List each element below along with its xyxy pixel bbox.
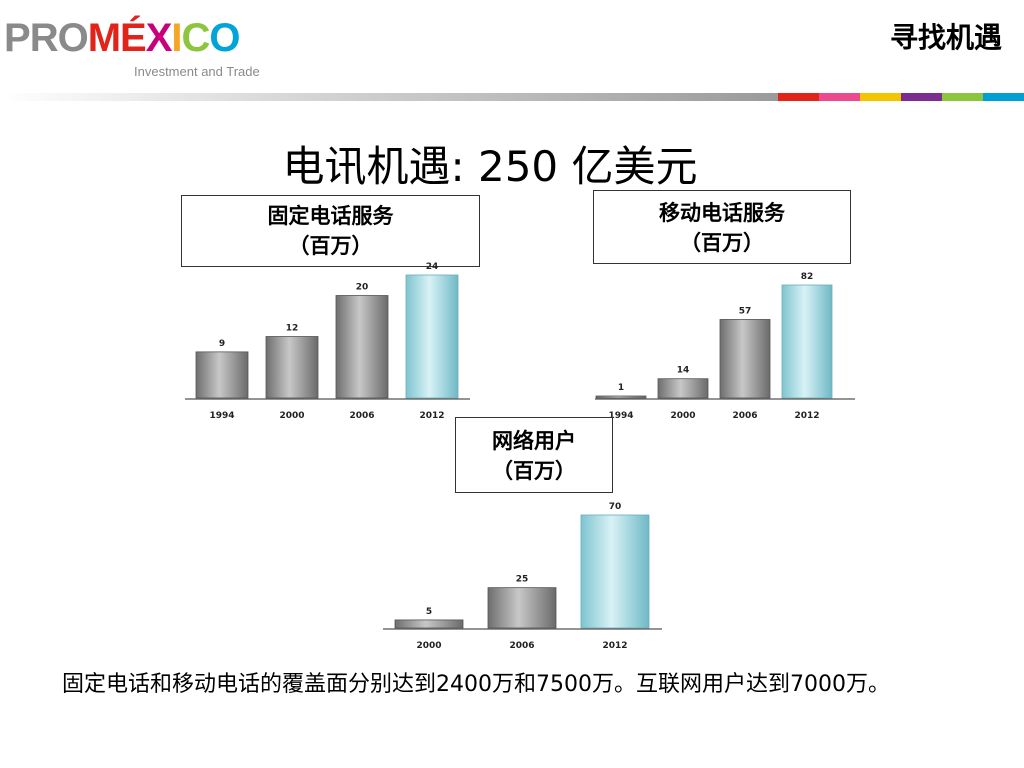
section-title: 寻找机遇 — [889, 21, 1002, 54]
bar-value-label: 1 — [618, 383, 624, 393]
header-divider-bar — [0, 93, 1024, 101]
header-color-segment — [983, 93, 1024, 101]
category-label: 2006 — [349, 411, 374, 421]
header-color-segment — [901, 93, 942, 101]
internet-bar-chart: 5 2000 25 2006 70 2012 — [383, 502, 662, 651]
category-label: 2006 — [509, 641, 534, 651]
chart-title-line: （百万） — [288, 234, 373, 258]
bar-2006 — [335, 295, 389, 399]
header-color-segment — [819, 93, 860, 101]
logo-letter: R — [29, 16, 59, 60]
category-label: 2012 — [794, 411, 819, 421]
bar-1994 — [195, 351, 249, 399]
bar-2012 — [580, 514, 650, 629]
category-label: 2012 — [419, 411, 444, 421]
category-label: 2000 — [279, 411, 304, 421]
bar-2006 — [487, 587, 557, 629]
category-label: 2000 — [670, 411, 695, 421]
header-gradient — [0, 93, 778, 101]
logo-wordmark: PROMÉXICO — [4, 14, 241, 62]
bar-value-label: 24 — [426, 262, 439, 272]
chart-title-line: （百万） — [492, 459, 576, 483]
chart-title-line: 网络用户 — [492, 429, 576, 453]
logo-letter: C — [181, 16, 211, 60]
bar-value-label: 25 — [516, 575, 529, 585]
chart-title-line: 移动电话服务 — [659, 201, 785, 225]
bar-2000 — [265, 336, 319, 399]
fixed-line-bar-chart: 9 1994 12 2000 20 2006 24 2012 — [185, 262, 470, 421]
bar-value-label: 12 — [286, 324, 299, 334]
header-color-segment — [778, 93, 819, 101]
category-label: 2012 — [602, 641, 627, 651]
promexico-logo: PROMÉXICO Investment and Trade — [4, 14, 284, 86]
fixed-line-chart-title-box: 固定电话服务 （百万） — [181, 195, 480, 267]
bar-2012 — [781, 284, 833, 399]
bar-2000 — [394, 619, 464, 629]
bar-2006 — [719, 319, 771, 399]
bar-2000 — [657, 378, 709, 399]
internet-chart-title-box: 网络用户 （百万） — [455, 417, 613, 493]
chart-title-line: 固定电话服务 — [267, 204, 394, 228]
summary-text: 固定电话和移动电话的覆盖面分别达到2400万和7500万。互联网用户达到7000… — [62, 672, 890, 697]
bar-value-label: 20 — [356, 283, 369, 293]
slide-title: 电讯机遇: 250 亿美元 — [282, 142, 698, 191]
bar-value-label: 14 — [677, 366, 690, 376]
mobile-bar-chart: 1 1994 14 2000 57 2006 82 2012 — [595, 272, 855, 421]
logo-letter: O — [57, 16, 89, 60]
logo-letter: É — [120, 16, 147, 60]
chart-title-line: （百万） — [680, 231, 764, 255]
logo-letter: M — [87, 16, 121, 60]
logo-letter: X — [145, 16, 173, 60]
category-label: 1994 — [608, 411, 633, 421]
category-label: 2000 — [416, 641, 441, 651]
bar-value-label: 57 — [739, 306, 752, 316]
logo-letter: I — [171, 16, 182, 60]
logo-tagline: Investment and Trade — [134, 64, 260, 79]
logo-letter: O — [209, 16, 240, 60]
bar-value-label: 9 — [219, 339, 225, 349]
bar-2012 — [405, 274, 459, 399]
bar-value-label: 5 — [426, 607, 432, 617]
bar-value-label: 70 — [609, 502, 622, 512]
category-label: 1994 — [209, 411, 234, 421]
logo-letter: P — [4, 16, 31, 60]
bar-value-label: 82 — [801, 272, 814, 282]
header-color-segment — [860, 93, 901, 101]
mobile-chart-title-box: 移动电话服务 （百万） — [593, 190, 851, 264]
header-color-segment — [942, 93, 983, 101]
bar-1994 — [595, 395, 647, 399]
category-label: 2006 — [732, 411, 757, 421]
